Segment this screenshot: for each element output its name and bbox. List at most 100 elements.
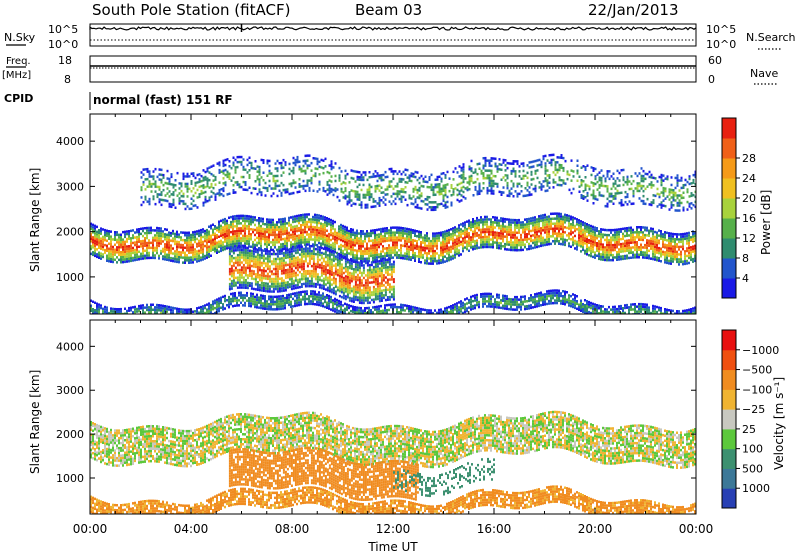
heatmap-cell: [290, 277, 293, 281]
heatmap-cell: [324, 221, 326, 224]
heatmap-cell: [248, 217, 250, 221]
heatmap-cell: [354, 192, 357, 196]
heatmap-cell: [146, 256, 148, 260]
heatmap-cell: [326, 229, 328, 232]
heatmap-cell: [568, 237, 570, 240]
heatmap-cell: [110, 250, 112, 253]
heatmap-cell: [334, 285, 337, 288]
heatmap-cell: [114, 236, 116, 239]
heatmap-cell: [602, 255, 604, 259]
heatmap-cell: [678, 238, 680, 241]
heatmap-cell: [274, 179, 277, 183]
heatmap-cell: [640, 246, 642, 249]
heatmap-cell: [350, 238, 352, 241]
heatmap-cell: [302, 282, 305, 286]
heatmap-cell: [322, 215, 324, 218]
heatmap-cell: [452, 257, 454, 260]
heatmap-cell: [234, 256, 237, 260]
heatmap-cell: [570, 238, 572, 241]
heatmap-cell: [554, 224, 556, 228]
heatmap-cell: [250, 215, 252, 218]
heatmap-cell: [168, 233, 170, 237]
heatmap-cell: [226, 242, 228, 245]
heatmap-cell: [440, 259, 442, 262]
heatmap-cell: [238, 258, 241, 262]
heatmap-cell: [504, 220, 506, 223]
heatmap-cell: [274, 267, 277, 271]
heatmap-cell: [670, 262, 672, 265]
heatmap-cell: [314, 228, 316, 232]
heatmap-cell: [126, 230, 128, 233]
heatmap-cell: [568, 214, 570, 218]
heatmap-cell: [168, 231, 170, 234]
heatmap-cell: [454, 238, 456, 242]
heatmap-cell: [458, 236, 460, 240]
heatmap-cell: [118, 253, 120, 257]
heatmap-cell: [248, 254, 251, 257]
heatmap-cell: [352, 273, 355, 276]
heatmap-cell: [378, 176, 381, 180]
heatmap-cell: [372, 246, 374, 250]
heatmap-cell: [616, 258, 618, 261]
heatmap-cell: [202, 184, 205, 187]
heatmap-cell: [322, 267, 325, 270]
heatmap-cell: [312, 267, 315, 271]
heatmap-cell: [166, 199, 169, 203]
heatmap-cell: [350, 199, 353, 202]
heatmap-cell: [578, 239, 580, 242]
heatmap-cell: [332, 259, 335, 262]
heatmap-cell: [180, 189, 183, 193]
heatmap-cell: [344, 275, 347, 278]
heatmap-cell: [328, 290, 331, 293]
heatmap-cell: [694, 254, 696, 258]
heatmap-cell: [350, 245, 352, 248]
heatmap-cell: [274, 238, 276, 242]
heatmap-cell: [610, 251, 612, 254]
heatmap-cell: [300, 234, 302, 237]
heatmap-cell: [468, 222, 470, 225]
heatmap-cell: [520, 221, 522, 224]
heatmap-cell: [236, 258, 239, 262]
heatmap-cell: [210, 254, 212, 257]
heatmap-cell: [562, 238, 564, 241]
heatmap-cell: [672, 252, 674, 256]
heatmap-cell: [390, 293, 393, 296]
heatmap-cell: [668, 239, 670, 243]
heatmap-cell: [194, 235, 196, 239]
heatmap-cell: [386, 237, 388, 240]
heatmap-cell: [264, 252, 267, 255]
heatmap-cell: [296, 256, 299, 259]
heatmap-cell: [378, 233, 380, 236]
heatmap-cell: [474, 222, 476, 225]
heatmap-cell: [626, 244, 628, 247]
heatmap-cell: [126, 247, 128, 251]
heatmap-cell: [390, 268, 393, 271]
heatmap-cell: [354, 263, 357, 266]
heatmap-cell: [226, 193, 229, 196]
heatmap-cell: [298, 241, 300, 245]
heatmap-cell: [482, 245, 484, 249]
heatmap-cell: [368, 273, 371, 277]
heatmap-cell: [230, 230, 232, 234]
heatmap-cell: [226, 229, 228, 233]
heatmap-cell: [170, 203, 173, 206]
heatmap-cell: [502, 220, 504, 223]
heatmap-cell: [620, 237, 622, 241]
heatmap-cell: [356, 254, 358, 257]
heatmap-cell: [148, 182, 151, 186]
heatmap-cell: [352, 258, 354, 262]
heatmap-cell: [496, 231, 498, 235]
heatmap-cell: [412, 239, 414, 242]
heatmap-cell: [608, 256, 610, 259]
heatmap-cell: [428, 244, 430, 248]
heatmap-cell: [202, 253, 204, 256]
heatmap-cell: [322, 265, 325, 268]
heatmap-cell: [320, 214, 322, 218]
heatmap-cell: [114, 238, 116, 241]
heatmap-cell: [666, 259, 668, 262]
heatmap-cell: [218, 245, 220, 248]
heatmap-cell: [520, 223, 522, 227]
heatmap-cell: [128, 255, 130, 258]
heatmap-cell: [284, 286, 287, 289]
heatmap-cell: [318, 258, 321, 262]
